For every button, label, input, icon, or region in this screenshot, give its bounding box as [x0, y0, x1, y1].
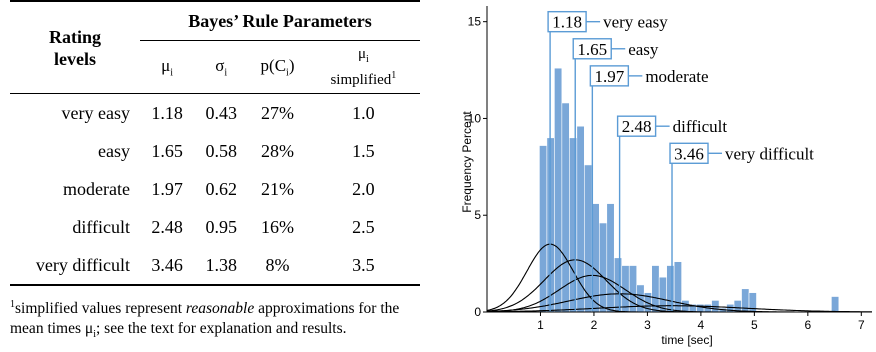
rating-header-line1: Rating: [48, 26, 101, 47]
sigma-cell: 0.95: [205, 216, 237, 237]
probability-cell: 27%: [261, 102, 294, 123]
simplified-cell: 1.5: [352, 140, 375, 161]
mean-value-label: 1.18: [552, 13, 582, 32]
table-row: difficult 2.48 0.95 16% 2.5: [10, 208, 420, 246]
probability-cell: 8%: [265, 254, 290, 275]
probability-column-header: p(Ci): [260, 55, 295, 79]
mu-cell: 1.18: [151, 102, 183, 123]
sigma-column-header: σi: [215, 55, 228, 79]
mean-value-label: 1.65: [577, 40, 607, 59]
parameter-table: Rating levels Bayes’ Rule Parameters μi …: [10, 0, 420, 286]
y-tick-label: 10: [468, 111, 482, 125]
x-tick-label: 4: [698, 318, 705, 332]
bayes-parameter-table: Rating levels Bayes’ Rule Parameters μi …: [10, 0, 420, 286]
table-body: very easy 1.18 0.43 27% 1.0 easy 1.65 0.…: [10, 94, 420, 285]
rating-level-cell: very difficult: [35, 254, 130, 275]
rating-levels-header: Rating levels: [10, 1, 140, 94]
mu-cell: 2.48: [151, 216, 183, 237]
mean-value-label: 1.97: [594, 67, 624, 86]
histogram-bars: [539, 67, 840, 313]
table-row: moderate 1.97 0.62 21% 2.0: [10, 170, 420, 208]
rating-level-label: moderate: [645, 67, 708, 86]
rating-level-cell: moderate: [63, 178, 130, 199]
mu-column-header: μi: [161, 55, 174, 79]
chart-axes: 0 5 10 15 1 2 3 4 5 6 7: [468, 6, 872, 332]
histogram-bar: [666, 265, 675, 313]
footnote-emphasis: reasonable: [185, 300, 255, 318]
simplified-cell: 3.5: [352, 254, 375, 275]
rating-level-cell: easy: [98, 140, 130, 161]
table-row: very easy 1.18 0.43 27% 1.0: [10, 94, 420, 133]
histogram-bar: [628, 265, 638, 313]
histogram-bar: [696, 303, 705, 313]
bayes-group-header: Bayes’ Rule Parameters: [140, 1, 420, 41]
histogram-bar: [584, 164, 593, 313]
rating-level-label: very easy: [603, 13, 668, 32]
histogram-bar: [673, 261, 682, 313]
mu-cell: 3.46: [151, 254, 183, 275]
mu-cell: 1.65: [151, 140, 183, 161]
simplified-cell: 1.0: [352, 102, 375, 123]
rating-level-cell: difficult: [72, 216, 130, 237]
y-tick-label: 5: [474, 208, 481, 222]
sigma-cell: 1.38: [205, 254, 237, 275]
histogram-bar: [831, 296, 840, 313]
table-column-header-row: μi σi p(Ci) μi simplified1: [10, 41, 420, 94]
simplified-mu-column-header: μi simplified1: [330, 46, 397, 88]
probability-cell: 28%: [261, 140, 294, 161]
footnote-text-a: simplified values represent: [15, 300, 186, 318]
sigma-cell: 0.58: [205, 140, 237, 161]
y-axis-label: Frequency Percent: [460, 111, 474, 213]
table-footnote: 1simplified values represent reasonable …: [10, 295, 430, 345]
y-tick-label: 0: [474, 305, 481, 319]
footnote-text-c: ; see the text for explanation and resul…: [96, 320, 347, 338]
mu-cell: 1.97: [151, 178, 183, 199]
probability-cell: 16%: [261, 216, 294, 237]
histogram-bar: [539, 145, 548, 313]
x-tick-label: 5: [751, 318, 758, 332]
footnote-text-b: approximations for the mean times μ: [10, 300, 400, 338]
table-group-header-row: Rating levels Bayes’ Rule Parameters: [10, 1, 420, 94]
sigma-cell: 0.62: [205, 178, 237, 199]
mean-value-label: 3.46: [674, 144, 704, 163]
rating-level-label: very difficult: [725, 144, 814, 163]
rating-header-line2: levels: [54, 48, 96, 69]
histogram-bar: [561, 102, 570, 313]
probability-cell: 21%: [261, 178, 294, 199]
rating-level-label: easy: [628, 40, 659, 59]
x-tick-label: 6: [804, 318, 811, 332]
sigma-cell: 0.43: [205, 102, 237, 123]
rating-level-label: difficult: [673, 117, 728, 136]
table-row: very difficult 3.46 1.38 8% 3.5: [10, 246, 420, 285]
y-tick-label: 15: [468, 15, 482, 29]
x-tick-label: 7: [858, 318, 865, 332]
histogram-bar: [636, 284, 645, 313]
footnote-subscript: i: [93, 329, 96, 341]
x-axis-label: time [sec]: [661, 333, 712, 347]
footnote-marker: 1: [10, 299, 15, 310]
histogram-bar: [658, 276, 667, 313]
x-tick-label: 3: [644, 318, 651, 332]
mean-value-label: 2.48: [622, 117, 652, 136]
rating-level-cell: very easy: [61, 102, 130, 123]
density-curve: [487, 305, 872, 313]
mean-value-box: [616, 115, 657, 137]
histogram-bar: [554, 67, 563, 313]
histogram-bar: [606, 203, 615, 313]
x-tick-label: 2: [591, 318, 598, 332]
histogram-bar: [621, 265, 630, 313]
histogram-bar: [598, 222, 608, 313]
table-row: easy 1.65 0.58 28% 1.5: [10, 132, 420, 170]
simplified-cell: 2.0: [352, 178, 375, 199]
x-tick-label: 1: [537, 318, 544, 332]
simplified-cell: 2.5: [352, 216, 375, 237]
